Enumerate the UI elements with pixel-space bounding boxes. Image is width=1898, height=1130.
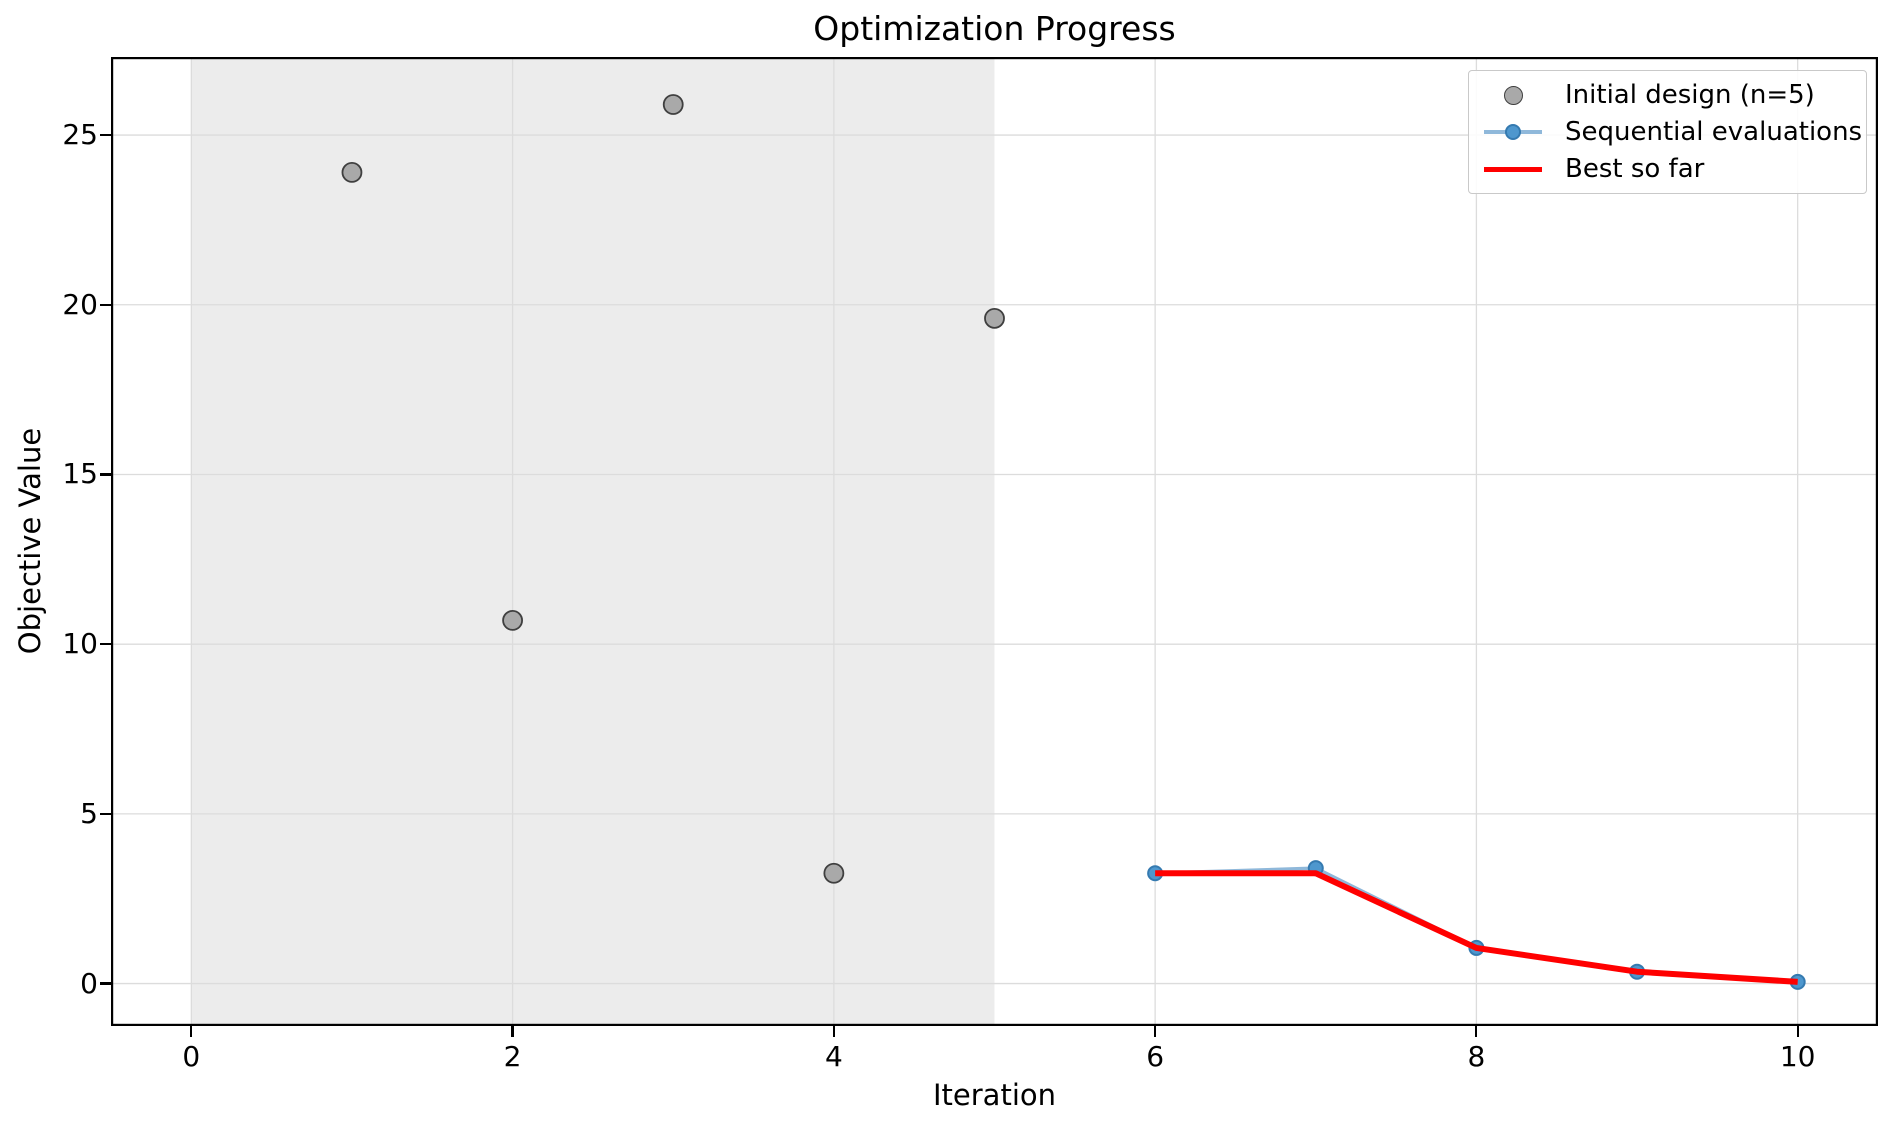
legend: Initial design (n=5) Sequential evaluati… [1468,70,1867,194]
initial-design-point [502,610,523,631]
y-tick-label: 15 [62,457,98,491]
plot-canvas [111,57,1878,1026]
axes-spines [111,57,1878,1026]
y-tick-mark [100,812,111,815]
y-tick-mark [100,643,111,646]
initial-design-point [823,862,845,884]
y-tick-mark [100,982,111,985]
y-tick-label: 0 [80,966,98,1000]
initial-design-point [984,307,1005,329]
x-tick-label: 6 [1146,1040,1165,1073]
legend-item-best-so-far: Best so far [1469,151,1866,188]
legend-label-sequential-evaluations: Sequential evaluations [1565,117,1863,147]
y-tick-label: 25 [62,118,98,152]
x-tick-label: 2 [503,1040,522,1073]
legend-label-best-so-far: Best so far [1565,154,1705,184]
y-tick-mark [100,133,111,137]
initial-design-point [341,161,363,183]
x-tick-mark [1154,1026,1157,1037]
x-tick-label: 8 [1467,1040,1486,1073]
legend-item-sequential-evaluations: Sequential evaluations [1469,114,1866,151]
initial-design-point [662,94,684,115]
x-tick-mark [190,1026,193,1037]
y-tick-label: 10 [62,627,98,661]
x-tick-label: 4 [824,1040,843,1073]
x-tick-label: 10 [1779,1040,1816,1073]
blue-line-marker-icon [1481,120,1545,144]
legend-label-initial-design: Initial design (n=5) [1565,80,1815,110]
legend-item-initial-design: Initial design (n=5) [1469,77,1866,114]
gray-circle-marker-icon [1481,83,1545,107]
y-tick-mark [100,303,111,306]
chart-title: Optimization Progress [813,9,1176,48]
x-tick-mark [1796,1026,1799,1037]
y-tick-label: 20 [62,287,98,321]
best-so-far-line [1155,870,1798,985]
plot-area [111,57,1878,1026]
y-tick-mark [100,473,111,476]
y-tick-label: 5 [80,796,98,830]
x-tick-mark [832,1026,835,1037]
x-tick-mark [511,1026,514,1037]
x-axis-label: Iteration [932,1078,1056,1112]
initial-design-shaded-region [191,57,995,1026]
red-line-marker-icon [1481,157,1545,181]
x-tick-label: 0 [182,1040,201,1073]
x-tick-mark [1475,1026,1478,1037]
